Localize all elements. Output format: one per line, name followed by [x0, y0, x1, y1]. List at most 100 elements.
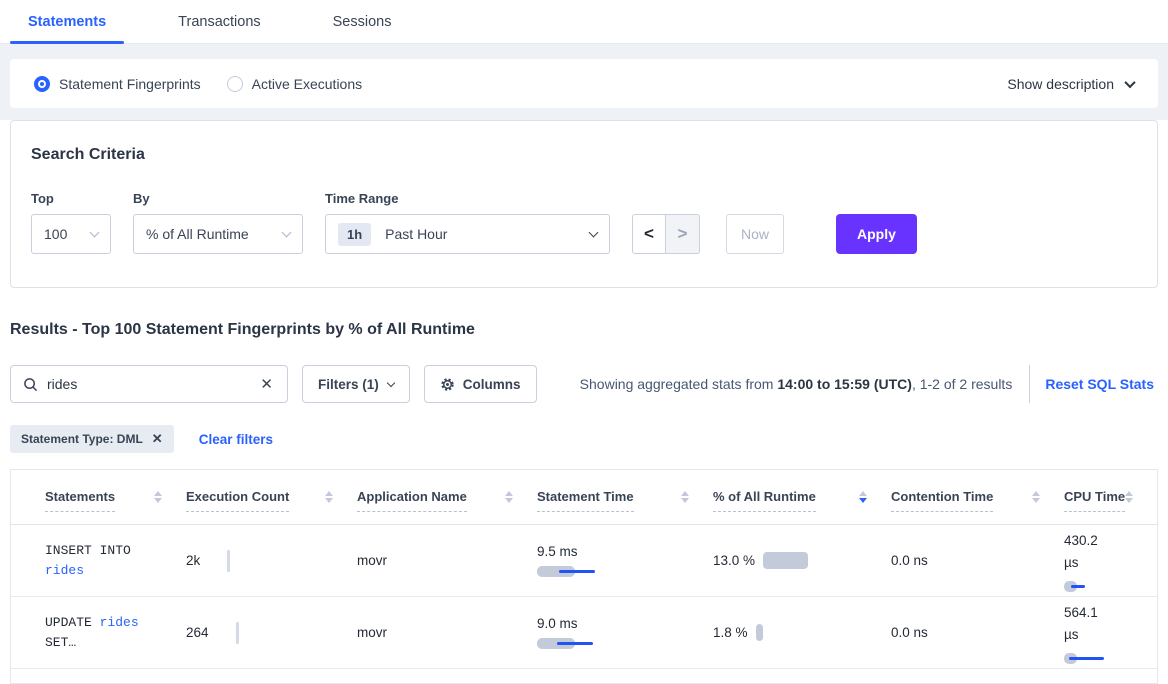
- filter-pill-statement-type[interactable]: Statement Type: DML ✕: [10, 425, 174, 453]
- cpu-time-cell: 430.2 µs: [1064, 530, 1157, 592]
- table-row: UPDATE rides SET… 264 movr 9.0 ms 1.8 % …: [11, 597, 1157, 669]
- active-filters-row: Statement Type: DML ✕ Clear filters: [10, 425, 1158, 453]
- contention-time-cell: 0.0 ns: [891, 625, 928, 640]
- statement-search-box[interactable]: ✕: [10, 365, 288, 403]
- page-tabs: Statements Transactions Sessions: [0, 0, 1168, 44]
- pct-runtime-bar: [755, 624, 763, 641]
- statement-fingerprint-cell: INSERT INTO rides: [45, 542, 131, 578]
- sort-icon[interactable]: [1032, 491, 1040, 503]
- statement-link[interactable]: rides: [99, 614, 139, 630]
- column-header-execution-count[interactable]: Execution Count: [186, 483, 357, 512]
- view-toggle-bar: Statement Fingerprints Active Executions…: [10, 59, 1158, 108]
- time-range-field: Time Range 1h Past Hour: [325, 191, 610, 254]
- top-label: Top: [31, 191, 54, 206]
- clear-filters-link[interactable]: Clear filters: [198, 431, 273, 447]
- by-select[interactable]: % of All Runtime: [133, 214, 303, 254]
- chevron-down-icon: [386, 378, 396, 387]
- cpu-time-cell: 564.1 µs: [1064, 602, 1157, 664]
- execution-count-bar: [235, 621, 239, 644]
- time-range-select[interactable]: 1h Past Hour: [325, 214, 610, 254]
- time-range-value: Past Hour: [385, 226, 448, 242]
- table-row: INSERT INTO rides 2k movr 9.5 ms 13.0 % …: [11, 525, 1157, 597]
- show-description-label: Show description: [1007, 75, 1114, 92]
- top-select-value: 100: [44, 226, 68, 242]
- search-icon: [24, 377, 38, 391]
- pct-runtime-cell: 1.8 %: [713, 622, 891, 644]
- application-name-cell: movr: [357, 553, 387, 568]
- sort-icon[interactable]: [505, 491, 513, 503]
- search-input[interactable]: [47, 376, 259, 392]
- column-header-statements[interactable]: Statements: [45, 483, 186, 512]
- next-time-button[interactable]: >: [666, 214, 700, 254]
- search-criteria-form: Top 100 By % of All Runtime Time Range 1…: [31, 191, 1137, 254]
- chevron-down-icon: [89, 227, 100, 237]
- filters-label: Filters (1): [318, 376, 379, 392]
- pct-runtime-bar: [763, 552, 809, 569]
- radio-statement-fingerprints[interactable]: Statement Fingerprints: [34, 75, 201, 92]
- remove-filter-icon[interactable]: ✕: [151, 431, 163, 446]
- column-header-pct-all-runtime[interactable]: % of All Runtime: [713, 483, 891, 512]
- statement-time-bar: [537, 638, 713, 649]
- time-range-badge: 1h: [338, 222, 372, 246]
- statement-link[interactable]: rides: [45, 562, 85, 578]
- time-nav-group: < >: [632, 214, 700, 254]
- results-controls: ✕ Filters (1) Columns Showing aggregated…: [10, 365, 1158, 403]
- radio-unselected-icon[interactable]: [226, 75, 243, 92]
- columns-button[interactable]: Columns: [423, 365, 537, 403]
- radio-selected-icon[interactable]: [34, 75, 50, 92]
- apply-button[interactable]: Apply: [836, 214, 917, 254]
- tab-sessions[interactable]: Sessions: [332, 14, 392, 30]
- by-field: By % of All Runtime: [133, 191, 303, 254]
- sort-icon[interactable]: [325, 491, 333, 503]
- cpu-time-bar: [1064, 580, 1157, 592]
- columns-label: Columns: [462, 376, 521, 392]
- column-header-cpu-time[interactable]: CPU Time: [1064, 483, 1157, 512]
- column-header-contention-time[interactable]: Contention Time: [891, 483, 1064, 512]
- previous-time-button[interactable]: <: [632, 214, 666, 254]
- radio-label: Active Executions: [251, 75, 363, 92]
- sort-icon-active-desc[interactable]: [859, 491, 867, 503]
- column-header-statement-time[interactable]: Statement Time: [537, 483, 713, 512]
- column-header-application-name[interactable]: Application Name: [357, 483, 537, 512]
- chevron-down-icon: [1124, 76, 1136, 88]
- top-select[interactable]: 100: [31, 214, 111, 254]
- sort-icon[interactable]: [681, 491, 689, 503]
- statement-time-bar: [537, 566, 713, 577]
- chevron-down-icon: [281, 227, 292, 237]
- sort-icon[interactable]: [154, 491, 162, 503]
- aggregated-stats-note: Showing aggregated stats from 14:00 to 1…: [579, 376, 1013, 392]
- statement-fingerprint-cell: UPDATE rides SET…: [45, 614, 139, 650]
- radio-active-executions[interactable]: Active Executions: [226, 75, 363, 92]
- search-criteria-panel: Search Criteria Top 100 By % of All Runt…: [10, 120, 1158, 288]
- filter-pill-label: Statement Type: DML: [21, 432, 143, 446]
- reset-sql-stats-link[interactable]: Reset SQL Stats: [1045, 376, 1154, 392]
- show-description-toggle[interactable]: Show description: [1007, 75, 1136, 92]
- statements-table: Statements Execution Count Application N…: [10, 469, 1158, 684]
- divider: [1029, 365, 1031, 403]
- search-criteria-title: Search Criteria: [31, 146, 145, 163]
- statement-time-cell: 9.5 ms: [537, 544, 713, 577]
- table-header-row: Statements Execution Count Application N…: [11, 470, 1157, 525]
- top-field: Top 100: [31, 191, 111, 254]
- sort-icon[interactable]: [1125, 491, 1134, 503]
- application-name-cell: movr: [357, 625, 387, 640]
- top-band: Statement Fingerprints Active Executions…: [0, 44, 1168, 120]
- time-range-label: Time Range: [325, 191, 399, 206]
- clear-search-icon[interactable]: ✕: [260, 376, 273, 393]
- filters-button[interactable]: Filters (1): [302, 365, 410, 403]
- execution-count-bar: [227, 549, 231, 572]
- cpu-time-bar: [1064, 652, 1157, 664]
- execution-count-cell: 2k: [186, 549, 357, 572]
- radio-label: Statement Fingerprints: [59, 75, 201, 92]
- now-button[interactable]: Now: [726, 214, 784, 254]
- chevron-down-icon: [588, 227, 599, 237]
- results-heading: Results - Top 100 Statement Fingerprints…: [10, 321, 475, 338]
- execution-count-cell: 264: [186, 621, 357, 644]
- statement-time-cell: 9.0 ms: [537, 616, 713, 649]
- gear-icon: [440, 377, 455, 392]
- tab-statements[interactable]: Statements: [9, 14, 125, 44]
- pct-runtime-cell: 13.0 %: [713, 550, 891, 572]
- by-label: By: [133, 191, 150, 206]
- contention-time-cell: 0.0 ns: [891, 553, 928, 568]
- tab-transactions[interactable]: Transactions: [178, 14, 261, 30]
